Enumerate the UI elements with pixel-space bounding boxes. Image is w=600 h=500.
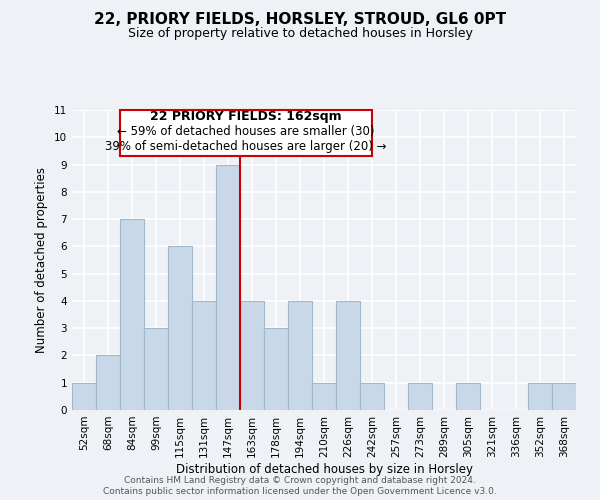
Bar bbox=[192, 301, 216, 410]
Bar bbox=[144, 328, 168, 410]
Bar bbox=[288, 301, 312, 410]
Text: ← 59% of detached houses are smaller (30): ← 59% of detached houses are smaller (30… bbox=[117, 126, 375, 138]
Text: Size of property relative to detached houses in Horsley: Size of property relative to detached ho… bbox=[128, 28, 472, 40]
Bar bbox=[264, 328, 288, 410]
Y-axis label: Number of detached properties: Number of detached properties bbox=[35, 167, 49, 353]
Text: Contains HM Land Registry data © Crown copyright and database right 2024.: Contains HM Land Registry data © Crown c… bbox=[124, 476, 476, 485]
Text: 22, PRIORY FIELDS, HORSLEY, STROUD, GL6 0PT: 22, PRIORY FIELDS, HORSLEY, STROUD, GL6 … bbox=[94, 12, 506, 28]
Text: Contains public sector information licensed under the Open Government Licence v3: Contains public sector information licen… bbox=[103, 487, 497, 496]
Bar bbox=[408, 382, 432, 410]
Bar bbox=[312, 382, 336, 410]
Bar bbox=[240, 301, 264, 410]
Bar bbox=[120, 219, 144, 410]
Text: 22 PRIORY FIELDS: 162sqm: 22 PRIORY FIELDS: 162sqm bbox=[150, 110, 342, 124]
FancyBboxPatch shape bbox=[120, 110, 372, 156]
Bar bbox=[456, 382, 480, 410]
Bar bbox=[216, 164, 240, 410]
Bar bbox=[72, 382, 96, 410]
Bar bbox=[168, 246, 192, 410]
Bar bbox=[336, 301, 360, 410]
Bar bbox=[528, 382, 552, 410]
Bar bbox=[96, 356, 120, 410]
Text: 39% of semi-detached houses are larger (20) →: 39% of semi-detached houses are larger (… bbox=[105, 140, 387, 153]
Bar bbox=[552, 382, 576, 410]
X-axis label: Distribution of detached houses by size in Horsley: Distribution of detached houses by size … bbox=[176, 462, 473, 475]
Bar bbox=[360, 382, 384, 410]
